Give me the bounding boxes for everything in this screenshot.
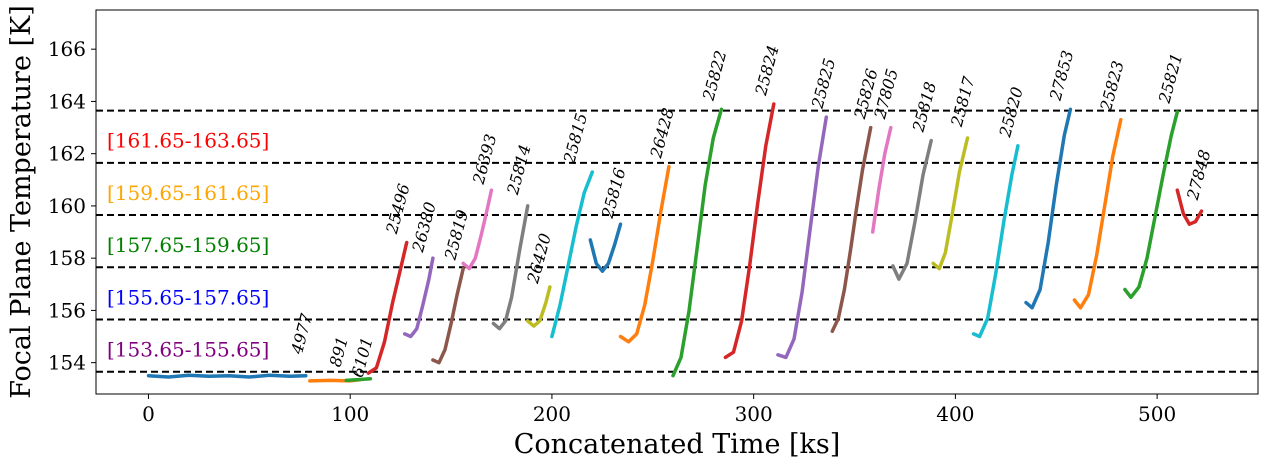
- band-label: [153.65-155.65]: [107, 338, 269, 362]
- obs-label-27853: 27853: [1046, 48, 1078, 103]
- series-25823: [1072, 117, 1123, 310]
- threshold-lines: [96, 109, 1258, 373]
- series-25826: [830, 125, 873, 334]
- data-series: [146, 102, 1204, 383]
- band-label: [159.65-161.65]: [107, 181, 269, 205]
- y-tick-label: 154: [48, 351, 86, 375]
- series-27853: [1024, 107, 1073, 310]
- series-26380: [402, 256, 435, 339]
- x-tick-label: 100: [331, 402, 369, 426]
- obs-label-891: 891: [326, 334, 352, 368]
- obs-label-25824: 25824: [751, 43, 783, 98]
- obs-label-25822: 25822: [699, 48, 731, 103]
- y-tick-label: 162: [48, 142, 86, 166]
- obs-label-26428: 26428: [646, 106, 678, 161]
- y-axis-title: Focal Plane Temperature [K]: [6, 5, 37, 399]
- x-tick-label: 500: [1138, 402, 1176, 426]
- series-25814: [491, 204, 530, 331]
- obs-label-25815: 25815: [559, 111, 591, 166]
- obs-label-4977: 4977: [287, 311, 316, 357]
- series-27805: [870, 125, 893, 234]
- y-tick-label: 156: [48, 298, 86, 322]
- obs-label-25820: 25820: [995, 85, 1027, 140]
- series-26420: [525, 285, 552, 328]
- band-label: [157.65-159.65]: [107, 233, 269, 257]
- obs-label-26420: 26420: [523, 231, 555, 286]
- band-label: [161.65-163.65]: [107, 129, 269, 153]
- obs-label-25496: 25496: [382, 182, 414, 237]
- x-tick-label: 300: [735, 402, 773, 426]
- obs-label-25818: 25818: [908, 80, 940, 135]
- series-25819: [431, 266, 465, 365]
- y-tick-label: 158: [48, 246, 86, 270]
- x-tick-label: 400: [936, 402, 974, 426]
- series-6101: [344, 377, 373, 383]
- obs-label-25823: 25823: [1096, 59, 1128, 114]
- x-axis-title: Concatenated Time [ks]: [514, 429, 841, 460]
- obs-label-25814: 25814: [503, 142, 535, 197]
- obs-label-25817: 25817: [947, 74, 979, 130]
- obs-label-26380: 26380: [408, 200, 440, 255]
- series-25496: [366, 240, 409, 375]
- x-tick-label: 200: [533, 402, 571, 426]
- series-25825: [776, 115, 829, 360]
- series-25824: [723, 102, 776, 360]
- band-label: [155.65-157.65]: [107, 285, 269, 309]
- series-4977: [146, 373, 308, 379]
- series-27848: [1175, 188, 1204, 226]
- obs-label-25819: 25819: [440, 208, 472, 263]
- obs-label-27848: 27848: [1183, 148, 1215, 203]
- x-axis: 0 100 200 300 400 500: [142, 394, 1176, 426]
- y-axis: 154 156 158 160 162 164 166: [48, 37, 96, 375]
- series-25820: [971, 144, 1020, 339]
- y-tick-label: 166: [48, 37, 86, 61]
- x-tick-label: 0: [142, 402, 155, 426]
- series-25821: [1123, 110, 1180, 300]
- series-25816: [588, 222, 623, 273]
- y-tick-label: 160: [48, 194, 86, 218]
- y-tick-label: 164: [48, 89, 86, 113]
- series-26428: [618, 164, 671, 344]
- plot-frame: [95, 9, 1259, 395]
- obs-label-25825: 25825: [808, 56, 840, 111]
- obs-label-25821: 25821: [1154, 51, 1186, 106]
- obs-label-25816: 25816: [598, 166, 630, 221]
- obs-label-26393: 26393: [469, 132, 501, 187]
- series-25822: [671, 107, 724, 378]
- series-25818: [891, 138, 933, 281]
- series-25817: [931, 136, 970, 271]
- series-25815: [550, 170, 595, 339]
- series-26393: [461, 188, 494, 271]
- band-labels: [161.65-163.65] [159.65-161.65] [157.65-15…: [107, 129, 269, 362]
